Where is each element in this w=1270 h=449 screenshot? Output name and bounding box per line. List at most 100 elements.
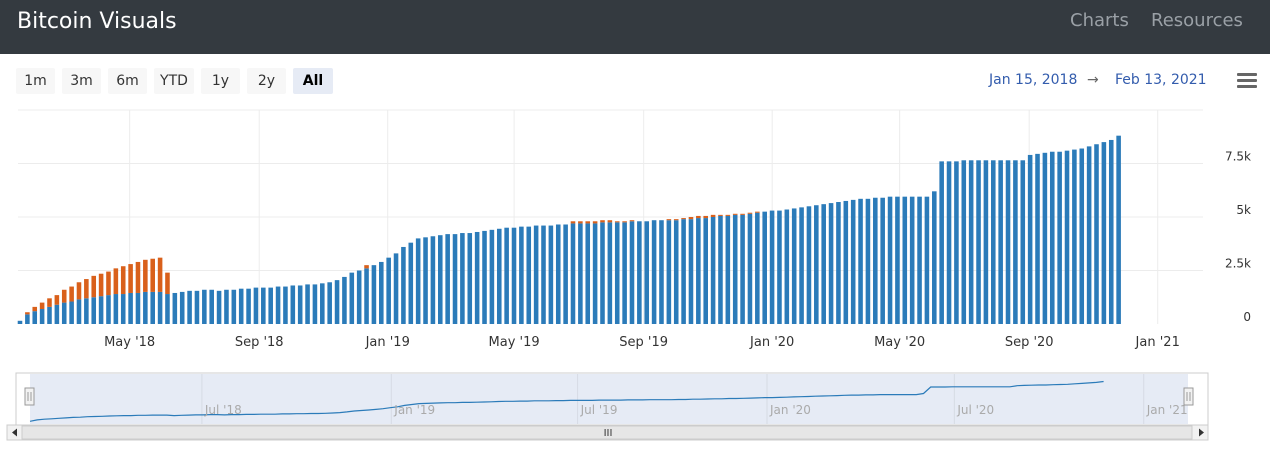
range-button-ytd[interactable]: YTD	[154, 68, 194, 94]
hamburger-menu-icon[interactable]	[1237, 73, 1257, 89]
bar-blue	[165, 294, 170, 324]
navigator-scrollbar[interactable]: III	[6, 424, 1209, 441]
range-button-1m[interactable]: 1m	[16, 68, 55, 94]
bar-orange	[128, 264, 133, 293]
bar-blue	[150, 291, 155, 324]
bar-orange	[607, 220, 613, 223]
bar-blue	[128, 292, 133, 324]
bar-blue	[187, 290, 192, 324]
navigator[interactable]: Jul '18 Jan '19 Jul '19 Jan '20 Jul '20 Jan '…	[15, 372, 1209, 426]
site-title[interactable]: Bitcoin Visuals	[17, 9, 177, 34]
bar-blue	[32, 311, 38, 324]
bar-blue	[769, 210, 775, 324]
bar-blue	[806, 206, 812, 324]
bar-blue	[725, 215, 731, 324]
arrow-left-icon[interactable]	[12, 428, 17, 437]
bar-blue	[681, 219, 686, 324]
bar-orange	[755, 211, 760, 213]
bar-blue	[1042, 152, 1048, 324]
y-tick-label: 5k	[1236, 203, 1251, 217]
bar-blue	[61, 302, 67, 324]
bar-blue	[998, 160, 1003, 324]
range-from-date[interactable]: Jan 15, 2018	[989, 72, 1078, 88]
bar-blue	[275, 286, 281, 324]
bar-blue	[585, 223, 591, 324]
bar-blue	[268, 287, 273, 324]
bar-blue	[850, 199, 856, 324]
bar-blue	[342, 276, 347, 324]
bar-blue	[622, 222, 627, 324]
bar-blue	[592, 223, 598, 324]
bar-blue	[1005, 160, 1011, 324]
bar-blue	[98, 296, 104, 324]
range-button-2y[interactable]: 2y	[247, 68, 286, 94]
bar-blue	[261, 287, 266, 324]
navigator-handle-left[interactable]	[24, 387, 35, 406]
bar-blue	[437, 235, 443, 324]
bar-blue	[504, 227, 509, 324]
bar-blue	[954, 161, 959, 324]
bar-orange	[150, 258, 155, 292]
bar-blue	[143, 291, 148, 324]
range-arrow: →	[1087, 72, 1099, 88]
x-tick-label: Jan '20	[749, 335, 794, 350]
navigator-handle-right[interactable]	[1183, 387, 1194, 406]
range-button-3m[interactable]: 3m	[62, 68, 101, 94]
y-tick-label: 2.5k	[1225, 257, 1251, 271]
bar-blue	[578, 223, 583, 324]
bar-blue	[393, 253, 399, 324]
nav-resources-link[interactable]: Resources	[1151, 10, 1243, 31]
bar-blue	[814, 205, 819, 324]
bar-blue	[990, 160, 996, 324]
bar-orange	[120, 266, 126, 295]
bar-blue	[629, 221, 635, 324]
bar-blue	[924, 196, 930, 324]
bar-blue	[253, 287, 259, 324]
bar-orange	[681, 218, 686, 220]
range-button-1y[interactable]: 1y	[201, 68, 240, 94]
bar-blue	[1035, 153, 1040, 324]
bar-orange	[84, 279, 89, 299]
nav-charts-link[interactable]: Charts	[1070, 10, 1129, 31]
arrow-right-icon[interactable]	[1199, 428, 1204, 437]
bar-orange	[696, 215, 701, 219]
bar-blue	[320, 283, 325, 324]
bar-blue	[297, 285, 303, 324]
navigator-tick-label: Jul '20	[956, 403, 994, 417]
x-axis-labels: May '18 Sep '18 Jan '19 May '19 Sep '19 Jan '…	[104, 335, 1180, 350]
bar-blue	[1116, 135, 1121, 324]
bar-blue	[283, 286, 288, 324]
navigator-mask[interactable]	[30, 374, 1188, 424]
bar-orange	[39, 302, 45, 310]
bar-blue	[887, 196, 893, 324]
bar-orange	[710, 214, 716, 217]
range-button-6m[interactable]: 6m	[108, 68, 147, 94]
bar-blue	[703, 218, 708, 324]
bar-blue	[939, 161, 944, 324]
navigator-series-line	[29, 380, 1104, 422]
range-button-all[interactable]: All	[293, 68, 333, 94]
bar-blue	[644, 221, 650, 324]
bar-blue	[718, 215, 723, 324]
bar-orange	[113, 268, 119, 295]
x-tick-label: Sep '20	[1005, 335, 1054, 350]
bar-orange	[61, 289, 67, 303]
bar-blue	[1049, 151, 1055, 324]
scrollbar-thumb[interactable]	[21, 425, 1193, 440]
bar-orange	[69, 286, 74, 302]
bar-blue	[799, 207, 804, 324]
navigator-grid	[201, 374, 1145, 424]
range-to-date[interactable]: Feb 13, 2021	[1115, 72, 1207, 88]
scrollbar-grip-icon[interactable]: III	[604, 428, 613, 439]
bar-blue	[519, 226, 524, 324]
navigator-tick-label: Jan '21	[1146, 403, 1188, 417]
bar-orange	[32, 306, 38, 312]
x-tick-label: May '20	[874, 335, 925, 350]
bar-blue	[17, 320, 23, 324]
bar-blue	[1079, 148, 1085, 324]
x-tick-label: May '19	[489, 335, 540, 350]
bar-blue	[312, 284, 318, 324]
bar-orange	[76, 282, 82, 300]
bar-orange	[629, 220, 635, 222]
bar-blue	[1027, 154, 1033, 324]
